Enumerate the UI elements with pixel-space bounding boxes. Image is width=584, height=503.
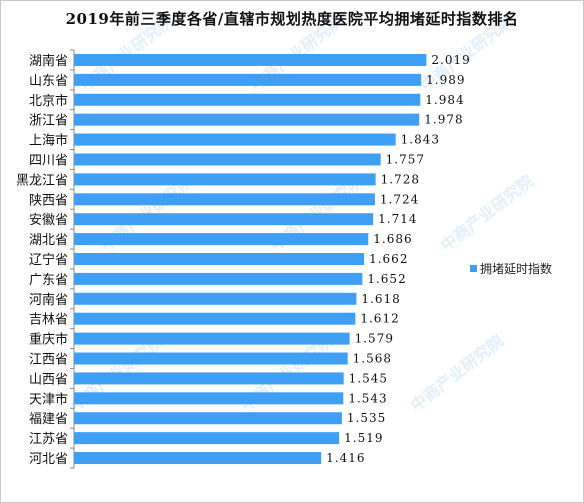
data-label: 1.579	[355, 332, 394, 346]
category-label: 浙江省	[29, 114, 68, 129]
category-label: 福建省	[29, 412, 68, 427]
bar	[74, 332, 350, 345]
bar	[74, 412, 342, 425]
category-label: 江苏省	[29, 431, 68, 447]
category-label: 重庆市	[29, 332, 68, 348]
bar	[74, 193, 375, 206]
category-label: 辽宁省	[29, 252, 68, 268]
legend-swatch	[470, 265, 477, 272]
bar	[74, 153, 381, 166]
category-label: 山东省	[29, 74, 68, 89]
data-label: 1.843	[401, 133, 440, 147]
chart-title: 2019年前三季度各省/直辖市规划热度医院平均拥堵延时指数排名	[65, 10, 519, 28]
data-label: 1.714	[378, 212, 417, 226]
category-label: 安徽省	[29, 213, 68, 228]
bar	[74, 73, 422, 86]
bar	[74, 352, 348, 365]
data-label: 1.543	[348, 391, 387, 405]
category-label: 天津市	[29, 391, 68, 407]
bar	[74, 292, 357, 305]
bar	[74, 452, 322, 465]
data-label: 1.984	[425, 93, 464, 107]
data-label: 1.545	[349, 371, 388, 385]
data-label: 2.019	[431, 53, 470, 67]
category-label: 吉林省	[29, 313, 68, 328]
category-label: 广东省	[29, 273, 68, 288]
bar	[74, 113, 420, 126]
data-label: 1.652	[367, 272, 406, 286]
category-label: 黑龙江省	[16, 173, 68, 188]
category-label: 四川省	[29, 153, 68, 168]
data-label: 1.612	[360, 312, 399, 326]
data-label: 1.686	[373, 232, 412, 246]
bar	[74, 213, 374, 226]
data-label: 1.724	[380, 192, 419, 206]
category-label: 北京市	[29, 93, 68, 109]
data-label: 1.757	[386, 152, 425, 166]
category-label: 湖北省	[29, 233, 68, 248]
bar	[74, 233, 369, 246]
data-label: 1.416	[326, 451, 365, 465]
category-label: 江西省	[29, 353, 68, 368]
data-label: 1.978	[424, 113, 463, 127]
category-label: 河南省	[29, 292, 68, 308]
category-label: 山西省	[29, 372, 68, 387]
data-label: 1.618	[361, 292, 400, 306]
category-label: 河北省	[29, 452, 68, 467]
data-label: 1.519	[344, 431, 383, 445]
bar	[74, 372, 344, 385]
legend: 拥堵延时指数	[470, 260, 552, 277]
legend-label: 拥堵延时指数	[480, 262, 553, 276]
data-label: 1.662	[369, 252, 408, 266]
data-label: 1.728	[381, 172, 420, 186]
bar	[74, 392, 344, 405]
data-label: 1.535	[347, 411, 386, 425]
bar	[74, 272, 363, 285]
category-label: 陕西省	[29, 193, 68, 208]
bar	[74, 93, 421, 106]
data-label: 1.568	[353, 352, 392, 366]
bar	[74, 53, 427, 66]
data-label: 1.989	[426, 73, 465, 87]
bar	[74, 173, 376, 186]
category-label: 上海市	[29, 133, 68, 149]
bar	[74, 432, 340, 445]
bar	[74, 133, 396, 146]
category-label: 湖南省	[29, 53, 68, 69]
bar	[74, 253, 365, 265]
bar	[74, 312, 356, 325]
